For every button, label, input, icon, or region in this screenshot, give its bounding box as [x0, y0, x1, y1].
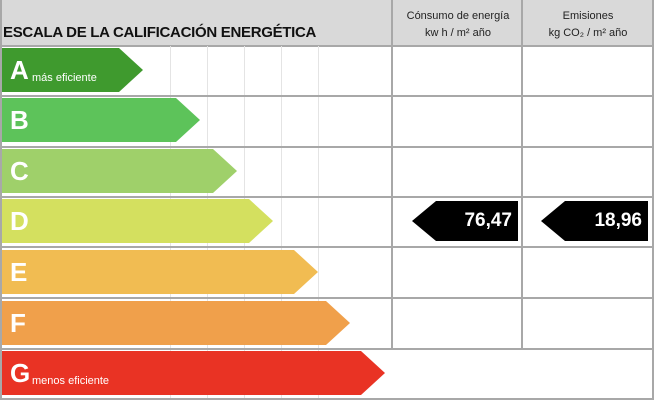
- rating-bar-d: D: [2, 199, 273, 243]
- rating-letter: C: [10, 156, 29, 186]
- table-header: ESCALA DE LA CALIFICACIÓN ENERGÉTICA Cón…: [0, 0, 654, 47]
- divider: [0, 95, 654, 97]
- divider: [0, 0, 2, 400]
- rating-bar-b: B: [2, 98, 200, 142]
- consumo-value-arrow: 76,47: [412, 201, 518, 241]
- consumo-unit: kw h / m² año: [424, 27, 492, 39]
- rating-letter: F: [10, 308, 26, 338]
- divider: [0, 297, 654, 299]
- rating-note: menos eficiente: [32, 375, 110, 387]
- divider: [0, 398, 654, 400]
- rating-bar-e: E: [2, 250, 318, 294]
- emisiones-header: Emisiones kg CO₂ / m² año: [523, 8, 653, 42]
- rating-letter: B: [10, 105, 29, 135]
- emisiones-label: Emisiones: [562, 10, 614, 22]
- emisiones-value-arrow: 18,96: [541, 201, 648, 241]
- gridline: [281, 46, 282, 398]
- divider: [0, 146, 654, 148]
- divider: [0, 196, 654, 198]
- divider: [391, 0, 393, 349]
- rating-letter: G: [10, 358, 31, 388]
- consumo-header: Cónsumo de energía kw h / m² año: [393, 8, 523, 42]
- divider: [652, 0, 654, 400]
- divider: [0, 348, 654, 350]
- rating-note: más eficiente: [32, 72, 97, 84]
- rating-letter: E: [10, 257, 28, 287]
- emisiones-unit: kg CO₂ / m² año: [548, 27, 628, 39]
- divider: [521, 0, 523, 349]
- rating-letter: D: [10, 206, 29, 236]
- page-title: ESCALA DE LA CALIFICACIÓN ENERGÉTICA: [3, 24, 317, 41]
- divider: [0, 246, 654, 248]
- rating-bar-c: C: [2, 149, 237, 193]
- consumo-label: Cónsumo de energía: [406, 10, 510, 22]
- rating-bar-f: F: [2, 301, 350, 345]
- gridline: [318, 46, 319, 398]
- rating-letter: A: [10, 55, 29, 85]
